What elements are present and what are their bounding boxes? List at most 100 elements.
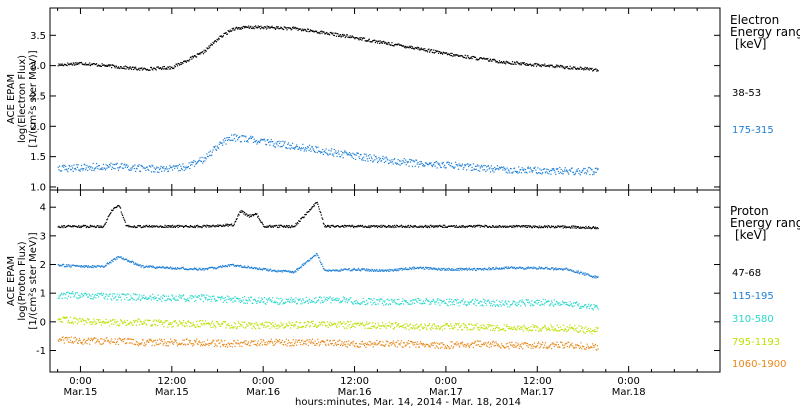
electron-point-175-315: [109, 165, 111, 167]
electron-point-175-315: [561, 172, 563, 175]
electron-point-38-53: [570, 68, 572, 70]
proton-point-47-68: [110, 212, 112, 214]
proton-point-47-68: [284, 225, 286, 228]
proton-point-47-68: [407, 225, 409, 227]
proton-point-795-1193: [537, 327, 539, 329]
electron-point-38-53: [540, 64, 542, 67]
proton-point-1060-1900: [206, 339, 209, 341]
electron-point-38-53: [100, 65, 102, 68]
proton-point-795-1193: [109, 325, 111, 327]
proton-point-795-1193: [276, 324, 279, 326]
proton-point-795-1193: [337, 323, 339, 325]
electron-point-175-315: [214, 145, 216, 147]
proton-point-310-580: [315, 297, 317, 299]
proton-point-795-1193: [217, 322, 219, 324]
proton-point-115-195: [139, 264, 141, 266]
proton-point-115-195: [58, 264, 60, 266]
electron-point-38-53: [393, 45, 395, 47]
proton-point-1060-1900: [209, 342, 211, 345]
proton-point-115-195: [550, 267, 553, 269]
electron-point-38-53: [544, 63, 546, 65]
proton-point-310-580: [259, 301, 261, 303]
proton-point-795-1193: [503, 328, 505, 330]
proton-point-115-195: [546, 268, 549, 270]
proton-point-47-68: [67, 224, 70, 227]
proton-point-795-1193: [533, 326, 535, 328]
proton-point-47-68: [204, 225, 206, 227]
electron-point-175-315: [101, 167, 103, 169]
electron-point-175-315: [114, 168, 116, 170]
proton-point-310-580: [382, 300, 384, 302]
proton-point-310-580: [237, 298, 240, 300]
proton-point-47-68: [587, 227, 589, 229]
proton-point-310-580: [217, 297, 220, 299]
proton-point-115-195: [457, 268, 459, 270]
proton-point-795-1193: [75, 318, 77, 320]
proton-point-47-68: [132, 226, 135, 228]
proton-point-795-1193: [327, 326, 329, 328]
proton-point-115-195: [128, 261, 131, 263]
proton-point-115-195: [272, 269, 274, 272]
proton-point-310-580: [115, 295, 117, 297]
proton-point-310-580: [222, 301, 224, 303]
proton-point-47-68: [524, 225, 527, 227]
electron-point-38-53: [279, 27, 281, 29]
electron-point-175-315: [434, 165, 436, 167]
electron-point-38-53: [430, 49, 432, 51]
proton-point-795-1193: [393, 328, 395, 330]
proton-point-115-195: [386, 269, 388, 271]
proton-point-795-1193: [222, 323, 224, 325]
electron-point-38-53: [559, 64, 562, 67]
electron-point-175-315: [392, 161, 394, 163]
electron-point-175-315: [362, 159, 364, 161]
proton-point-310-580: [357, 302, 359, 304]
electron-point-175-315: [463, 167, 465, 169]
electron-point-38-53: [335, 35, 338, 37]
proton-point-115-195: [119, 256, 122, 258]
proton-point-795-1193: [341, 322, 343, 324]
proton-point-310-580: [487, 299, 489, 301]
proton-point-115-195: [207, 267, 209, 269]
proton-point-47-68: [596, 227, 599, 229]
proton-point-795-1193: [173, 320, 175, 322]
electron-point-175-315: [495, 168, 497, 170]
proton-point-115-195: [210, 267, 212, 269]
proton-point-795-1193: [137, 318, 139, 320]
electron-point-38-53: [373, 39, 375, 41]
electron-point-38-53: [594, 68, 596, 71]
proton-point-47-68: [396, 224, 398, 226]
proton-point-115-195: [256, 267, 258, 269]
electron-point-38-53: [78, 63, 80, 65]
proton-point-115-195: [554, 268, 556, 270]
proton-point-1060-1900: [154, 339, 157, 341]
electron-point-38-53: [538, 64, 540, 66]
proton-point-1060-1900: [154, 344, 156, 347]
electron-point-175-315: [369, 154, 371, 156]
proton-point-795-1193: [368, 323, 370, 325]
electron-point-38-53: [500, 61, 503, 63]
proton-point-310-580: [296, 303, 298, 305]
proton-point-47-68: [443, 226, 445, 228]
electron-point-38-53: [431, 51, 433, 53]
proton-point-310-580: [500, 301, 502, 304]
proton-point-115-195: [492, 267, 494, 269]
proton-point-795-1193: [215, 327, 217, 329]
electron-point-38-53: [84, 64, 86, 66]
proton-point-795-1193: [486, 328, 488, 330]
proton-point-310-580: [451, 301, 453, 303]
electron-point-175-315: [117, 167, 119, 169]
proton-point-795-1193: [188, 321, 190, 323]
proton-point-310-580: [211, 298, 213, 300]
proton-point-47-68: [279, 224, 281, 226]
electron-point-175-315: [275, 142, 277, 144]
proton-point-795-1193: [68, 322, 70, 324]
proton-point-115-195: [380, 269, 382, 272]
proton-point-795-1193: [424, 324, 427, 327]
electron-point-38-53: [250, 27, 253, 29]
proton-point-115-195: [254, 268, 257, 270]
electron-point-38-53: [91, 63, 93, 65]
proton-point-115-195: [64, 265, 66, 268]
proton-point-310-580: [215, 299, 218, 302]
proton-point-310-580: [132, 298, 134, 300]
electron-point-38-53: [99, 64, 101, 67]
